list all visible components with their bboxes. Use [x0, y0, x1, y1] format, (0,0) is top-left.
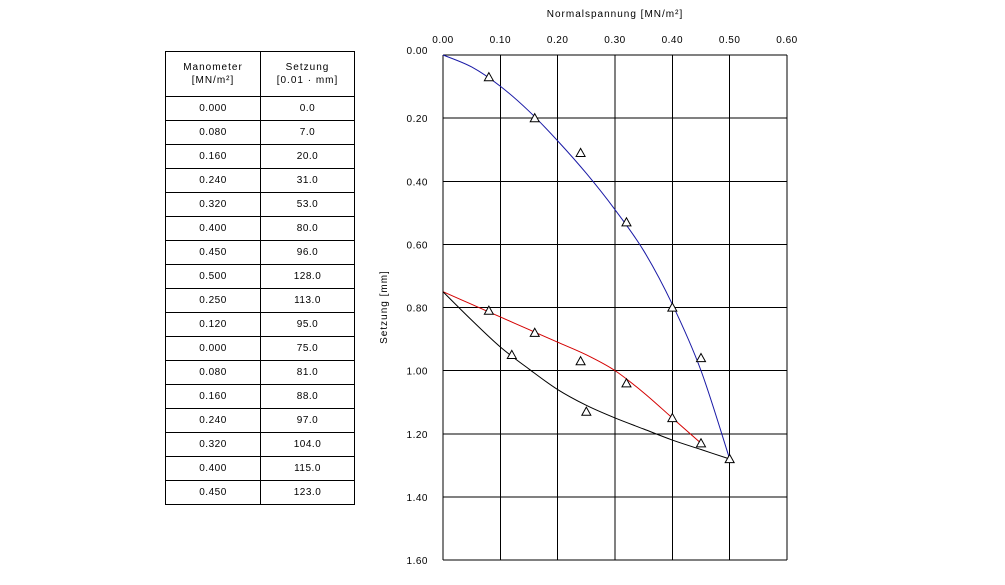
header-setzung-unit: [0.01 · mm] [276, 75, 339, 86]
data-point-marker [483, 71, 495, 82]
data-point-marker [529, 327, 541, 337]
grid [442, 54, 788, 561]
data-point-marker [695, 437, 707, 448]
y-tick-label: 0.40 [407, 177, 428, 188]
table-row: 0.500 128.0 [165, 264, 355, 289]
x-tick-label: 0.40 [662, 35, 683, 46]
cell-setzung: 81.0 [260, 360, 355, 385]
table-row: 0.450 96.0 [165, 240, 355, 265]
x-tick-label: 0.50 [719, 35, 740, 46]
cell-setzung: 96.0 [260, 240, 355, 265]
cell-manometer: 0.250 [165, 288, 261, 313]
cell-manometer: 0.400 [165, 456, 261, 481]
series [442, 54, 731, 460]
cell-setzung: 20.0 [260, 144, 355, 169]
data-point-marker [506, 349, 518, 359]
data-point-marker [695, 352, 707, 363]
data-point-marker [666, 412, 678, 423]
x-tick-labels: 0.00 0.10 0.20 0.30 0.40 0.50 0.60 [432, 35, 797, 46]
cell-setzung: 123.0 [260, 480, 355, 505]
series-line-1 [442, 291, 702, 444]
table-row: 0.250 113.0 [165, 288, 355, 313]
table-row: 0.240 97.0 [165, 408, 355, 433]
data-point-marker [529, 112, 541, 123]
x-tick-label: 0.10 [490, 35, 511, 46]
y-tick-label: 0.20 [407, 114, 428, 125]
header-setzung: Setzung [0.01 · mm] [260, 51, 355, 97]
y-tick-label: 0.60 [407, 240, 428, 251]
x-tick-label: 0.30 [604, 35, 625, 46]
data-points [483, 71, 736, 464]
cell-manometer: 0.240 [165, 408, 261, 433]
cell-setzung: 95.0 [260, 312, 355, 337]
table-body: 0.000 0.0 0.080 7.0 0.160 20.0 0.240 31.0 0.320 5… [165, 96, 355, 505]
data-point-marker [666, 301, 678, 312]
series-line-0 [442, 54, 731, 460]
cell-manometer: 0.000 [165, 96, 261, 121]
table-row: 0.080 81.0 [165, 360, 355, 385]
data-point-marker [724, 453, 736, 464]
data-point-marker [621, 216, 632, 227]
x-tick-label: 0.60 [776, 35, 797, 46]
table-row: 0.400 80.0 [165, 216, 355, 241]
table-row: 0.160 20.0 [165, 144, 355, 169]
data-point-marker [483, 305, 495, 315]
header-manometer-unit: [MN/m²] [191, 75, 235, 86]
y-tick-label: 1.00 [407, 367, 428, 378]
y-axis-label: Setzung [mm] [379, 270, 390, 344]
data-table: Manometer [MN/m²] Setzung [0.01 · mm] 0.… [165, 51, 355, 505]
table-row: 0.160 88.0 [165, 384, 355, 409]
cell-manometer: 0.450 [165, 480, 261, 505]
data-point-marker [575, 147, 586, 157]
cell-manometer: 0.320 [165, 432, 261, 457]
data-point-marker [621, 377, 632, 388]
x-axis-label: Normalspannung [MN/m²] [547, 9, 683, 20]
y-tick-label: 1.20 [407, 430, 428, 441]
series-line-2 [442, 291, 730, 460]
x-tick-label: 0.00 [432, 35, 453, 46]
y-tick-label: 1.60 [407, 556, 428, 567]
y-tick-label: 0.80 [407, 304, 428, 315]
y-tick-label: 1.40 [407, 493, 428, 504]
y-tick-labels: 0.00 0.20 0.40 0.60 0.80 1.00 1.20 1.40 1.60 [407, 46, 428, 567]
cell-manometer: 0.500 [165, 264, 261, 289]
cell-setzung: 80.0 [260, 216, 355, 241]
cell-setzung: 113.0 [260, 288, 355, 313]
cell-setzung: 31.0 [260, 168, 355, 193]
table-row: 0.000 0.0 [165, 96, 355, 121]
cell-setzung: 97.0 [260, 408, 355, 433]
header-setzung-title: Setzung [285, 62, 330, 73]
header-manometer-title: Manometer [183, 62, 243, 73]
cell-setzung: 115.0 [260, 456, 355, 481]
table-row: 0.400 115.0 [165, 456, 355, 481]
cell-setzung: 128.0 [260, 264, 355, 289]
table-row: 0.320 53.0 [165, 192, 355, 217]
data-point-marker [580, 406, 592, 416]
y-tick-label: 0.00 [407, 46, 428, 57]
table-row: 0.450 123.0 [165, 480, 355, 505]
header-manometer: Manometer [MN/m²] [165, 51, 261, 97]
table-row: 0.080 7.0 [165, 120, 355, 145]
x-tick-label: 0.20 [547, 35, 568, 46]
table-row: 0.320 104.0 [165, 432, 355, 457]
cell-setzung: 88.0 [260, 384, 355, 409]
cell-setzung: 53.0 [260, 192, 355, 217]
table-header-row: Manometer [MN/m²] Setzung [0.01 · mm] [165, 51, 355, 97]
data-point-marker [575, 355, 586, 366]
